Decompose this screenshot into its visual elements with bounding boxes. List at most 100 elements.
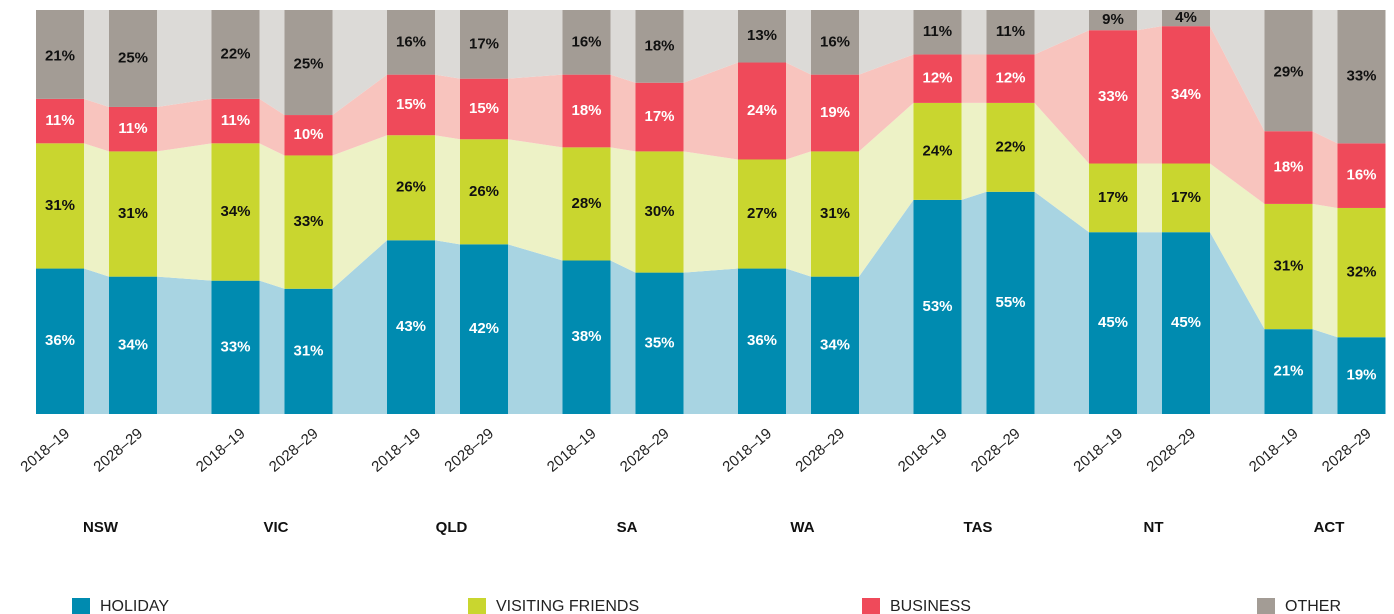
data-label: 22% [995,138,1025,155]
data-label: 25% [293,56,323,73]
ribbon [683,151,738,273]
bar-segment [562,74,611,148]
legend-swatch [72,598,90,614]
ribbon [859,199,914,414]
x-tick-label: 2018–19 [1246,425,1302,476]
data-label: 15% [396,96,426,113]
bar-segment [738,268,786,414]
data-label: 31% [118,205,148,222]
ribbon [1210,232,1265,414]
ribbon [84,10,109,107]
group-label: NT [1144,519,1164,536]
ribbon [1034,10,1089,55]
ribbon [259,143,285,289]
bar-segment [1089,232,1137,414]
data-label: 31% [293,342,323,359]
bar-segment [1089,163,1137,233]
ribbon [610,260,636,414]
data-label: 34% [220,203,250,220]
bar-segment [1337,143,1386,208]
ribbon [508,244,563,414]
bar-segment [1337,10,1386,144]
x-tick-label: 2028–29 [1143,425,1199,476]
data-label: 16% [571,33,601,50]
data-label: 17% [644,108,674,125]
ribbon [859,10,914,75]
ribbon [259,280,285,414]
bar-segment [562,147,611,261]
bar-segment [109,10,157,107]
ribbon [859,54,914,152]
bar-segment [387,74,435,136]
ribbon [1137,232,1162,414]
bar-segment [986,191,1035,414]
bar-segment [36,98,84,144]
ribbon [859,102,914,277]
data-label: 24% [922,142,952,159]
data-label: 18% [571,102,601,119]
bar-segment [986,102,1035,192]
bar-segment [211,280,260,414]
group-label: QLD [436,519,468,536]
data-label: 22% [220,45,250,62]
bar-segment [635,151,684,273]
bar-segment [913,54,962,103]
data-label: 11% [923,23,952,40]
bar-segment [738,10,786,63]
ribbon [1137,26,1162,164]
ribbon [332,10,387,116]
ribbon [508,74,563,148]
bar-segment [460,244,508,414]
bar-segment [1162,26,1210,164]
ribbon [508,139,563,261]
legend-item: HOLIDAY [72,597,169,614]
ribbon [1210,26,1265,204]
ribbon [157,143,212,281]
data-label: 36% [747,332,777,349]
ribbon [157,276,212,414]
bar-segment [913,102,962,200]
legend-item: OTHER [1257,597,1341,614]
data-label: 17% [1098,189,1128,206]
bar-segment [109,151,157,277]
plot-area [36,10,1386,414]
x-tick-label: 2018–19 [368,425,424,476]
bar-segment [211,98,260,144]
data-label: 11% [118,120,147,137]
bar-segment [109,106,157,152]
data-label: 11% [45,112,74,129]
x-tick-label: 2018–19 [1070,425,1126,476]
data-label: 26% [469,183,499,200]
data-label: 34% [118,336,148,353]
legend-swatch [1257,598,1275,614]
ribbon [683,268,738,414]
ribbon [683,62,738,160]
data-label: 12% [995,70,1025,87]
bar-segment [1337,337,1386,414]
group-label: TAS [964,519,993,536]
x-tick-label: 2028–29 [968,425,1024,476]
bar-segment [284,288,333,414]
x-tick-label: 2028–29 [90,425,146,476]
data-label: 31% [1273,258,1303,275]
data-label: 16% [1346,167,1376,184]
bar-segment [1162,163,1210,233]
bar-segment [811,10,859,75]
data-label: 16% [396,33,426,50]
legend-label: HOLIDAY [100,598,170,614]
bar-segment [211,143,260,281]
ribbon [683,10,738,83]
bar-segment [284,10,333,116]
data-label: 19% [1346,367,1376,384]
bar-segment [387,10,435,75]
data-label: 24% [747,102,777,119]
ribbon [1210,10,1265,132]
ribbon [435,10,460,79]
bar-segment [913,199,962,414]
data-label: 9% [1102,11,1124,28]
legend-label: OTHER [1285,598,1341,614]
data-label: 34% [820,336,850,353]
data-label: 45% [1098,314,1128,331]
bar-segment [1089,30,1137,164]
